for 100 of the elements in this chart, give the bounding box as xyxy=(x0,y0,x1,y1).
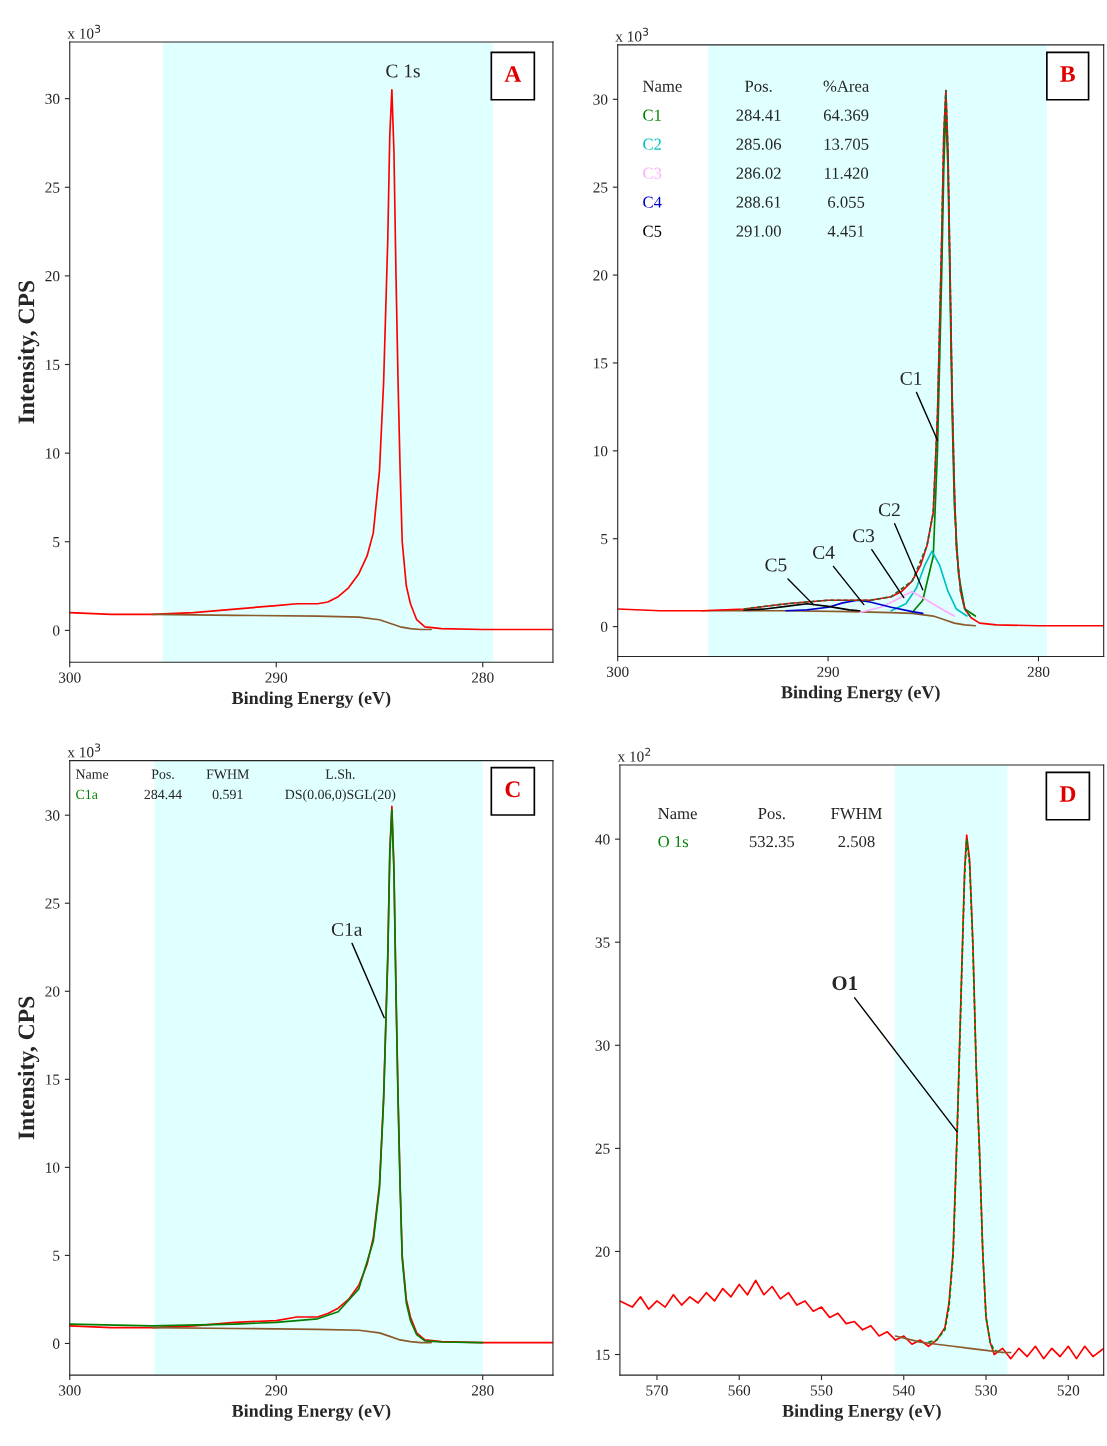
text: C3 xyxy=(643,167,662,179)
annotation: Pos. xyxy=(151,769,174,779)
x-axis-title: Binding Energy (eV) xyxy=(231,691,391,708)
annotation: 0.591 xyxy=(212,789,243,800)
x-tick-label: 300 xyxy=(59,1385,81,1396)
annotation: 2.508 xyxy=(838,835,875,848)
text: C5 xyxy=(643,225,662,237)
y-tick-label: 30 xyxy=(45,93,60,105)
annotation: C1 xyxy=(900,371,922,385)
y-tick-label: 5 xyxy=(53,537,60,548)
annotation: Pos. xyxy=(744,80,772,92)
annotation: C1a xyxy=(331,922,363,936)
text: C2 xyxy=(643,138,662,150)
annotation: L.Sh. xyxy=(325,769,355,779)
line-series xyxy=(151,1326,432,1344)
annotation: C 1s xyxy=(386,64,420,78)
x-tick-label: 550 xyxy=(810,1385,833,1396)
y-tick-label: 25 xyxy=(593,182,608,193)
x-tick-label: 560 xyxy=(728,1385,751,1396)
annotation: %Area xyxy=(823,80,870,92)
line-series xyxy=(858,590,956,617)
annotation: B xyxy=(1060,66,1075,82)
text: x 10$^{3}$ xyxy=(67,24,101,39)
y-tick-label: 0 xyxy=(600,621,608,633)
line-series xyxy=(890,550,968,617)
text: C1 xyxy=(643,109,661,121)
x-axis-title: Binding Energy (eV) xyxy=(781,685,940,703)
annotation: O1 xyxy=(832,976,857,991)
text: C1a xyxy=(76,789,98,800)
text: x 10$^{2}$ xyxy=(617,747,651,762)
y-tick-label: 0 xyxy=(52,1338,60,1349)
annotation: FWHM xyxy=(831,808,882,820)
x-axis-title: Binding Energy (eV) xyxy=(231,1404,391,1421)
y-tick-label: 15 xyxy=(594,358,608,369)
y-tick-label: 10 xyxy=(46,1162,60,1173)
annotation: Name xyxy=(642,80,682,92)
y-tick-label: 25 xyxy=(595,1143,610,1154)
line-series xyxy=(69,88,553,631)
text: x 10$^{3}$ xyxy=(67,743,101,758)
y-tick-label: 0 xyxy=(52,625,60,636)
annotation: 284.44 xyxy=(144,789,182,800)
y-tick-label: 15 xyxy=(46,1074,60,1085)
line-series xyxy=(151,613,432,631)
y-tick-label: 20 xyxy=(593,270,608,281)
annotation: C xyxy=(505,781,520,798)
annotation: DS(0.06,0)SGL(20) xyxy=(285,789,396,802)
annotation: 4.451 xyxy=(827,225,864,237)
text: x 10$^{3}$ xyxy=(615,27,649,42)
y-tick-label: 10 xyxy=(594,445,608,457)
x-tick-label: 300 xyxy=(59,672,81,683)
x-axis-title: Binding Energy (eV) xyxy=(782,1404,941,1421)
annotation: 532.35 xyxy=(749,836,795,848)
annotation: D xyxy=(1059,786,1076,802)
annotation: C4 xyxy=(813,545,835,560)
y-tick-label: 20 xyxy=(45,271,60,282)
x-tick-label: 280 xyxy=(471,672,494,683)
x-tick-label: 530 xyxy=(975,1385,997,1396)
annotation: C2 xyxy=(878,503,900,517)
x-tick-label: 300 xyxy=(606,666,629,677)
annotation: Name xyxy=(75,769,109,779)
y-tick-label: 40 xyxy=(595,834,610,845)
annotation: Pos. xyxy=(758,808,785,820)
x-tick-label: 540 xyxy=(893,1385,915,1396)
annotation: C5 xyxy=(765,558,787,572)
line-series xyxy=(619,834,1104,1360)
y-tick-label: 30 xyxy=(595,1040,610,1051)
y-tick-label: 35 xyxy=(595,937,610,948)
y-tick-label: 20 xyxy=(595,1246,610,1257)
annotation: 6.055 xyxy=(828,196,865,208)
annotation: 11.420 xyxy=(824,167,869,179)
annotation: 284.41 xyxy=(736,109,781,121)
annotation: 286.02 xyxy=(736,167,781,179)
annotation: A xyxy=(504,66,522,82)
y-tick-label: 25 xyxy=(45,182,60,193)
x-tick-label: 520 xyxy=(1057,1385,1080,1396)
y-tick-label: 30 xyxy=(45,810,60,821)
x-tick-label: 570 xyxy=(646,1385,668,1396)
annotation: 285.06 xyxy=(736,138,782,150)
y-tick-label: 5 xyxy=(601,534,608,545)
x-tick-label: 290 xyxy=(265,1385,288,1396)
annotation: 13.705 xyxy=(824,138,869,150)
x-tick-label: 280 xyxy=(471,1385,494,1396)
annotation: C3 xyxy=(853,529,875,543)
annotation: 291.00 xyxy=(736,225,781,237)
y-tick-label: 30 xyxy=(593,94,608,105)
annotation: Name xyxy=(658,808,697,820)
annotation: 288.61 xyxy=(736,196,781,208)
x-tick-label: 280 xyxy=(1027,666,1050,677)
line-series xyxy=(894,1335,1012,1354)
y-tick-label: 10 xyxy=(46,448,60,459)
x-tick-label: 290 xyxy=(817,666,839,677)
y-axis-title: Intensity, CPS xyxy=(17,996,40,1140)
line-series xyxy=(927,838,1004,1354)
annotation: FWHM xyxy=(206,769,249,779)
y-axis-title: Intensity, CPS xyxy=(17,280,40,424)
y-tick-label: 5 xyxy=(53,1250,60,1261)
x-tick-label: 290 xyxy=(265,672,288,683)
y-tick-label: 15 xyxy=(46,359,60,370)
y-tick-label: 25 xyxy=(45,898,60,909)
text: C4 xyxy=(643,196,662,208)
